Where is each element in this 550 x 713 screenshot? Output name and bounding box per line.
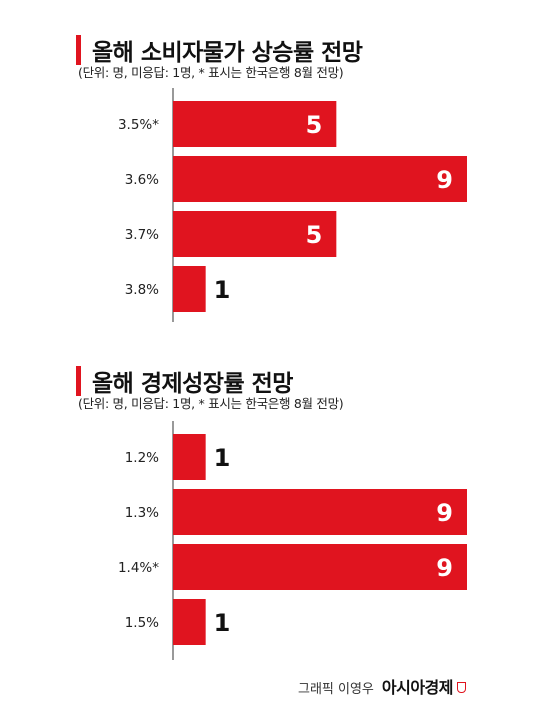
bar — [173, 599, 206, 645]
bar-value-label: 5 — [306, 111, 323, 139]
bar — [173, 489, 467, 535]
title-accent-bar — [76, 35, 81, 65]
bar — [173, 101, 337, 147]
bar-value-label: 1 — [214, 276, 231, 304]
category-tick-label: 3.5%* — [118, 117, 159, 133]
bar-value-label: 5 — [306, 221, 323, 249]
chart-title: 올해 소비자물가 상승률 전망 — [92, 40, 363, 66]
chart-subtitle: (단위: 명, 미응답: 1명, * 표시는 한국은행 8월 전망) — [78, 65, 344, 80]
brand-name: 아시아경제 — [381, 678, 454, 697]
bar — [173, 266, 206, 312]
chart-title: 올해 경제성장률 전망 — [92, 371, 293, 397]
bar-value-label: 9 — [436, 554, 453, 582]
category-tick-label: 3.6% — [125, 172, 159, 188]
cpi-bar-chart: 3.5%* 5 3.6% 9 3.7% 5 3.8% 1 — [118, 88, 467, 322]
category-tick-label: 1.2% — [125, 450, 159, 466]
bar — [173, 434, 206, 480]
bar — [173, 156, 467, 202]
chart-subtitle: (단위: 명, 미응답: 1명, * 표시는 한국은행 8월 전망) — [78, 396, 344, 411]
bar-value-label: 1 — [214, 609, 231, 637]
bar-value-label: 9 — [436, 166, 453, 194]
bar-value-label: 9 — [436, 499, 453, 527]
graphic-byline: 그래픽 이영우 — [297, 682, 374, 697]
category-tick-label: 1.4%* — [118, 560, 159, 576]
category-tick-label: 1.5% — [125, 615, 159, 631]
bar — [173, 211, 337, 257]
title-accent-bar — [76, 366, 81, 396]
category-tick-label: 3.7% — [125, 227, 159, 243]
category-tick-label: 3.8% — [125, 282, 159, 298]
bar — [173, 544, 467, 590]
credit-line: 그래픽 이영우 아시아경제 — [298, 674, 466, 698]
brand-logo-icon — [457, 682, 466, 693]
category-tick-label: 1.3% — [125, 505, 159, 521]
bar-value-label: 1 — [214, 444, 231, 472]
